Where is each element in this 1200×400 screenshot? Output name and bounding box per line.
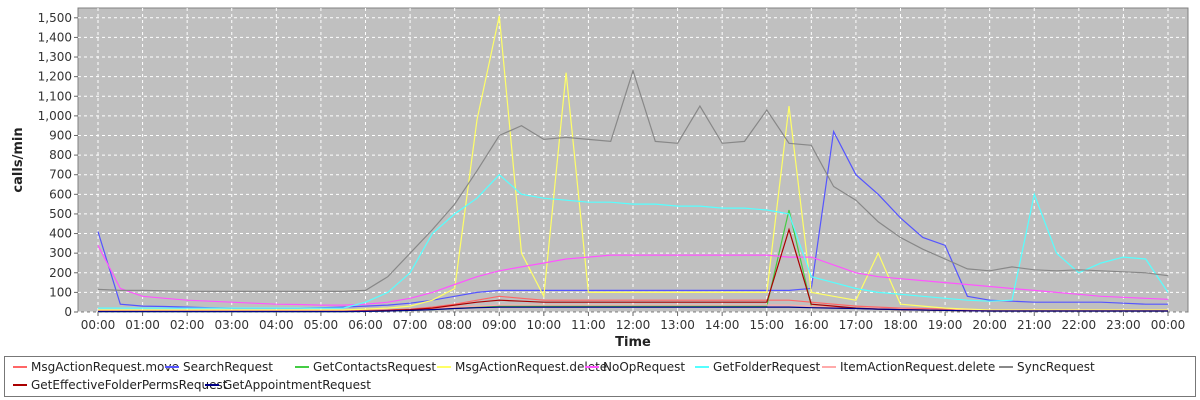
x-axis-ticks: 00:00 01:00 02:00 03:00 04:00 05:00 06:00 07:00… [81, 312, 1186, 332]
y-tick-label: 100 [49, 285, 72, 299]
x-tick-label: 07:00 [393, 318, 428, 332]
legend-label: MsgActionRequest.move [31, 360, 179, 374]
legend-label: GetContactsRequest [313, 360, 437, 374]
y-axis-ticks: 0 100 200 300 400 500 600 700 800 900 1,000 1,100 1,… [38, 11, 78, 319]
y-tick-label: 1,000 [38, 109, 72, 123]
series-line-msgactionrequest-delete [98, 15, 1168, 311]
legend-swatch [822, 366, 836, 368]
legend-label: SyncRequest [1017, 360, 1095, 374]
y-axis-title: calls/min [11, 127, 26, 192]
x-tick-label: 19:00 [928, 318, 963, 332]
x-tick-label: 13:00 [660, 318, 695, 332]
legend-label: ItemActionRequest.delete [840, 360, 996, 374]
x-tick-label: 02:00 [170, 318, 205, 332]
legend-swatch [205, 384, 219, 386]
y-tick-label: 1,300 [38, 50, 72, 64]
x-tick-label: 03:00 [214, 318, 249, 332]
y-tick-label: 900 [49, 128, 72, 142]
x-tick-label: 16:00 [794, 318, 829, 332]
legend-item: GetContactsRequest [295, 360, 436, 374]
y-tick-label: 1,500 [38, 11, 72, 25]
x-axis-title: Time [615, 335, 651, 350]
y-tick-label: 800 [49, 148, 72, 162]
series-line-nooprequest [97, 245, 1169, 306]
x-tick-label: 06:00 [348, 318, 383, 332]
legend-label: SearchRequest [183, 360, 273, 374]
y-tick-label: 500 [49, 207, 72, 221]
x-tick-label: 10:00 [527, 318, 562, 332]
x-tick-label: 12:00 [616, 318, 651, 332]
x-tick-label: 00:00 [1151, 318, 1186, 332]
legend-swatch [999, 366, 1013, 368]
legend-swatch [585, 366, 599, 368]
x-tick-label: 05:00 [304, 318, 339, 332]
y-tick-label: 300 [49, 246, 72, 260]
legend-item: GetFolderRequest [695, 360, 820, 374]
y-tick-label: 1,400 [38, 30, 72, 44]
x-tick-label: 08:00 [437, 318, 472, 332]
legend-item: GetAppointmentRequest [205, 378, 371, 392]
x-tick-label: 14:00 [705, 318, 740, 332]
legend-label: NoOpRequest [603, 360, 686, 374]
series-line-getappointmentrequest [98, 306, 1168, 313]
legend-item: MsgActionRequest.delete [437, 360, 607, 374]
legend-item: MsgActionRequest.move [13, 360, 179, 374]
x-tick-label: 17:00 [839, 318, 874, 332]
line-chart: 0 100 200 300 400 500 600 700 800 900 1,000 1,100 1,… [11, 7, 1189, 350]
legend-item: GetEffectiveFolderPermsRequest [13, 378, 227, 392]
y-tick-label: 400 [49, 227, 72, 241]
y-tick-label: 700 [49, 168, 72, 182]
y-tick-label: 1,100 [38, 89, 72, 103]
y-tick-label: 200 [49, 266, 72, 280]
chart-legend: MsgActionRequest.move SearchRequest GetCon… [4, 356, 1196, 397]
legend-swatch [13, 366, 27, 368]
x-tick-label: 09:00 [482, 318, 517, 332]
legend-item: SyncRequest [999, 360, 1095, 374]
x-tick-label: 01:00 [125, 318, 160, 332]
x-tick-label: 04:00 [259, 318, 294, 332]
x-tick-label: 20:00 [972, 318, 1007, 332]
y-tick-label: 0 [64, 305, 72, 319]
legend-label: GetEffectiveFolderPermsRequest [31, 378, 228, 392]
legend-swatch [165, 366, 179, 368]
x-tick-label: 15:00 [749, 318, 784, 332]
legend-item: SearchRequest [165, 360, 273, 374]
legend-swatch [295, 366, 309, 368]
legend-swatch [437, 366, 451, 368]
x-tick-label: 00:00 [81, 318, 116, 332]
x-tick-label: 18:00 [883, 318, 918, 332]
legend-label: GetAppointmentRequest [223, 378, 371, 392]
x-tick-label: 22:00 [1062, 318, 1097, 332]
legend-swatch [13, 384, 27, 386]
legend-swatch [695, 366, 709, 368]
legend-label: GetFolderRequest [713, 360, 821, 374]
legend-item: ItemActionRequest.delete [822, 360, 995, 374]
series-lines [97, 15, 1169, 313]
x-tick-label: 21:00 [1017, 318, 1052, 332]
x-tick-label: 11:00 [571, 318, 606, 332]
y-tick-label: 1,200 [38, 70, 72, 84]
legend-item: NoOpRequest [585, 360, 685, 374]
series-line-syncrequest [97, 68, 1169, 292]
legend-label: MsgActionRequest.delete [455, 360, 608, 374]
y-tick-label: 600 [49, 187, 72, 201]
series-line-getfolderrequest [98, 173, 1169, 309]
x-tick-label: 23:00 [1106, 318, 1141, 332]
